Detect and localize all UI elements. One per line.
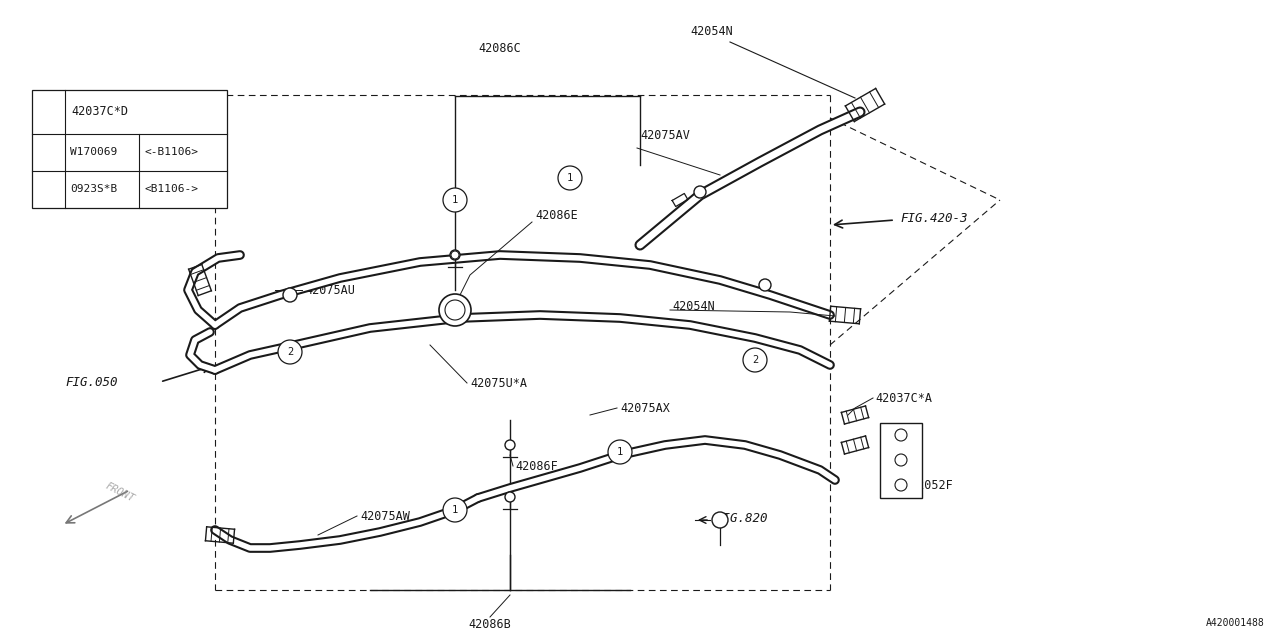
Circle shape [506,492,515,502]
Text: 0923S*B: 0923S*B [70,184,118,195]
Text: FIG.820: FIG.820 [716,511,768,525]
Text: 1: 1 [567,173,573,183]
Text: 1: 1 [45,107,51,117]
Text: 1: 1 [452,505,458,515]
Text: 1: 1 [452,195,458,205]
Text: 42075AU: 42075AU [305,284,355,296]
Text: FRONT: FRONT [104,481,136,504]
Text: <B1106->: <B1106-> [145,184,198,195]
Text: 42086E: 42086E [535,209,577,221]
Circle shape [895,479,908,491]
Bar [881,422,922,497]
Bar [32,90,227,208]
Text: 42052F: 42052F [910,479,952,492]
Text: 2: 2 [287,347,293,357]
Circle shape [38,161,59,181]
Text: 42054N: 42054N [691,25,733,38]
Text: 42086C: 42086C [479,42,521,55]
Circle shape [506,493,515,501]
Text: 42075AV: 42075AV [640,129,690,141]
Circle shape [712,512,728,528]
Text: FIG.050: FIG.050 [65,376,118,388]
Circle shape [759,279,771,291]
Text: 42054N: 42054N [672,300,714,312]
Text: W170069: W170069 [70,147,118,157]
Text: 42075U*A: 42075U*A [470,376,527,390]
Circle shape [443,498,467,522]
Circle shape [443,188,467,212]
Text: FIG.420-3: FIG.420-3 [900,211,968,225]
Circle shape [439,294,471,326]
Text: 42037C*A: 42037C*A [876,392,932,404]
Text: 42086B: 42086B [468,618,512,631]
Text: <-B1106>: <-B1106> [145,147,198,157]
Text: 42075AX: 42075AX [620,401,669,415]
Circle shape [608,440,632,464]
Circle shape [451,251,460,259]
Circle shape [742,348,767,372]
Circle shape [895,429,908,441]
Text: 42086F: 42086F [515,460,558,472]
Circle shape [283,288,297,302]
Circle shape [38,102,59,122]
Text: 2: 2 [751,355,758,365]
Text: 1: 1 [617,447,623,457]
Circle shape [283,341,297,355]
Text: 42075AW: 42075AW [360,509,410,522]
Circle shape [451,250,460,260]
Text: 42037C*D: 42037C*D [70,106,128,118]
Circle shape [506,440,515,450]
Text: 2: 2 [45,166,51,176]
Circle shape [895,454,908,466]
Circle shape [558,166,582,190]
Text: A420001488: A420001488 [1206,618,1265,628]
Circle shape [506,441,515,449]
Circle shape [694,186,707,198]
Circle shape [278,340,302,364]
